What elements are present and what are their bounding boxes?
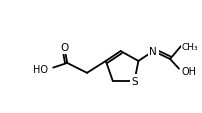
Text: O: O: [60, 43, 68, 53]
Text: N: N: [149, 47, 157, 56]
Text: OH: OH: [182, 66, 197, 76]
Text: CH₃: CH₃: [182, 42, 199, 51]
Text: HO: HO: [34, 64, 48, 74]
Text: S: S: [131, 76, 138, 86]
